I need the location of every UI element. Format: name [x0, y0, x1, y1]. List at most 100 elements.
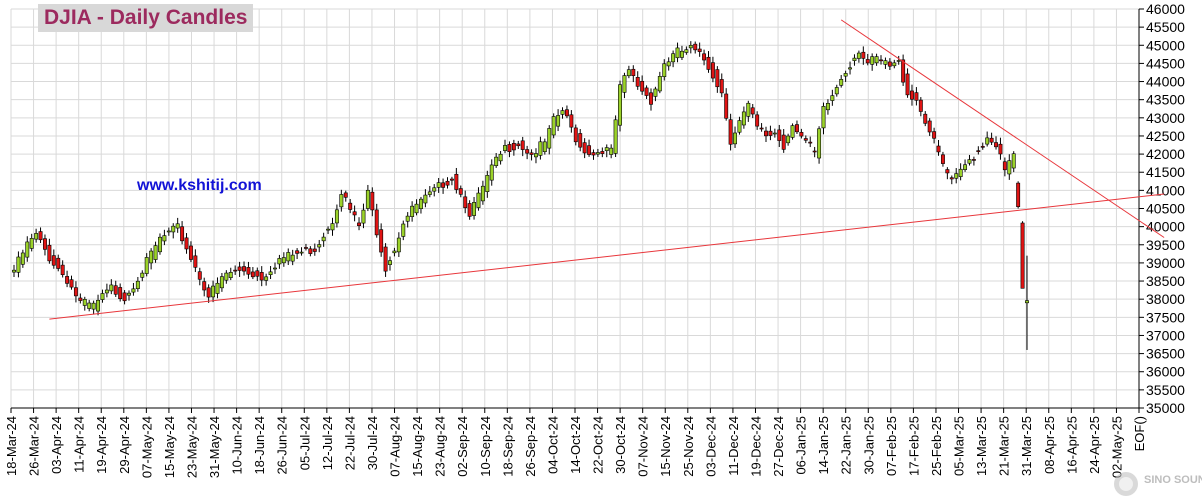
candle-down: [914, 92, 919, 101]
watermark-text: SINO SOUND: [1144, 474, 1202, 486]
candle-up: [158, 236, 162, 253]
candle-up: [476, 192, 481, 208]
candle-down: [759, 127, 764, 130]
candle-down: [799, 132, 804, 137]
candle-up: [127, 292, 131, 296]
candle-down: [795, 124, 799, 133]
candle-up: [100, 293, 105, 300]
candle-up: [153, 245, 158, 260]
y-tick-label: 42500: [1146, 128, 1185, 144]
candle-down: [587, 145, 592, 155]
x-tick-label: 31-Mar-25: [1019, 416, 1034, 476]
candle-up: [542, 141, 547, 153]
candle-down: [303, 247, 308, 249]
candle-up: [405, 215, 410, 222]
candle-down: [693, 43, 698, 51]
candle-up: [679, 50, 684, 58]
trendline-falling-resistance: [840, 19, 1165, 238]
candle-up: [963, 164, 968, 170]
candle-down: [113, 285, 118, 295]
x-tick-label: 16-Apr-25: [1064, 416, 1079, 474]
candle-down: [569, 114, 574, 128]
candle-up: [896, 60, 901, 62]
candle-down: [949, 177, 954, 180]
candle-up: [733, 132, 737, 145]
candle-up: [848, 67, 853, 70]
y-tick-label: 45500: [1146, 19, 1185, 35]
candle-up: [821, 106, 826, 129]
candle-down: [60, 264, 65, 275]
candle-up: [843, 73, 848, 77]
x-tick-label: 17-Feb-25: [906, 416, 921, 476]
candle-up: [874, 56, 879, 64]
x-tick-label: 14-Oct-24: [568, 416, 583, 474]
candle-up: [825, 103, 830, 111]
candle-up: [480, 185, 485, 202]
candle-up: [534, 153, 538, 158]
candle-up: [892, 62, 897, 67]
candle-up: [1025, 300, 1029, 304]
candle-up: [290, 254, 295, 262]
x-tick-label: 07-Aug-24: [388, 416, 403, 477]
x-tick-label: 18-Sep-24: [500, 416, 515, 477]
y-tick-label: 39500: [1146, 237, 1185, 253]
candle-up: [410, 205, 415, 217]
candle-down: [122, 292, 127, 302]
x-tick-label: 07-May-24: [139, 416, 154, 478]
candle-up: [211, 285, 216, 298]
x-tick-label: 11-Dec-24: [726, 416, 741, 476]
candle-up: [268, 271, 273, 275]
y-tick-label: 35500: [1146, 382, 1185, 398]
candle-up: [149, 250, 154, 264]
x-tick-label: 13-Mar-25: [974, 416, 989, 476]
candle-up: [746, 102, 751, 117]
candle-down: [379, 229, 384, 253]
candle-up: [286, 252, 291, 262]
candle-up: [436, 182, 441, 188]
candle-down: [994, 142, 998, 148]
candle-up: [958, 168, 963, 177]
candle-up: [87, 302, 92, 309]
website-link[interactable]: www.kshitij.com: [137, 177, 262, 194]
candle-up: [494, 156, 499, 167]
candle-down: [910, 90, 914, 100]
candle-down: [197, 271, 202, 280]
x-tick-label: 15-Nov-24: [658, 416, 673, 477]
candle-up: [657, 76, 662, 92]
candle-down: [242, 266, 246, 272]
x-tick-label: 25-Feb-25: [929, 416, 944, 476]
candle-down: [449, 178, 454, 181]
candle-up: [622, 75, 627, 93]
candle-down: [936, 145, 941, 153]
candle-down: [441, 182, 446, 188]
y-tick-label: 46000: [1146, 1, 1185, 17]
candle-down: [710, 62, 715, 79]
candle-down: [750, 107, 755, 115]
candle-down: [724, 93, 729, 119]
candle-down: [755, 114, 760, 127]
candle-down: [812, 150, 817, 153]
y-tick-label: 42000: [1146, 146, 1185, 162]
candle-down: [865, 59, 870, 64]
x-tick-label: 15-Aug-24: [410, 416, 425, 477]
candle-down: [764, 130, 768, 137]
candle-up: [224, 272, 229, 281]
x-tick-label: 19-Dec-24: [748, 416, 763, 477]
x-tick-label: EOF(): [1132, 416, 1147, 451]
candle-down: [383, 246, 388, 272]
candle-up: [388, 260, 392, 265]
y-tick-label: 41000: [1146, 182, 1185, 198]
candle-up: [330, 223, 335, 231]
x-tick-label: 21-Mar-25: [997, 416, 1012, 476]
candle-up: [485, 175, 490, 192]
candle-down: [879, 59, 883, 62]
candle-down: [47, 244, 52, 262]
candle-down: [715, 69, 720, 88]
candle-up: [883, 60, 888, 65]
x-tick-label: 11-Apr-24: [72, 416, 87, 473]
candle-up: [551, 116, 556, 136]
candle-down: [343, 192, 348, 198]
candle-up: [786, 135, 791, 144]
chart-title: DJIA - Daily Candles: [38, 4, 254, 32]
